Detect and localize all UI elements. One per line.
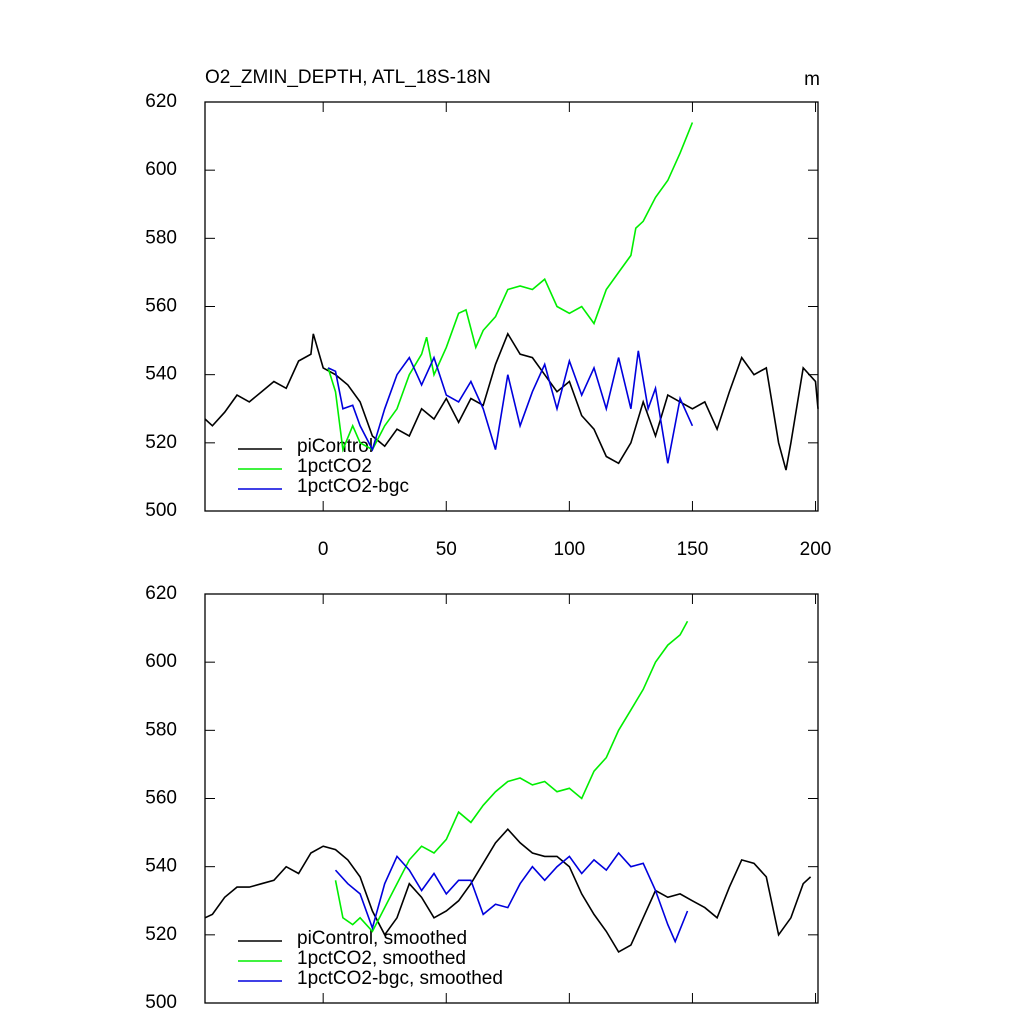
data-line <box>327 350 694 464</box>
y-tick-label: 540 <box>145 856 177 877</box>
data-line <box>334 620 689 933</box>
y-tick-label: 540 <box>145 364 177 385</box>
x-tick-label: 50 <box>436 539 457 560</box>
legend-label: 1pctCO2, smoothed <box>297 948 466 969</box>
y-tick-label: 560 <box>145 296 177 317</box>
y-tick-label: 560 <box>145 788 177 809</box>
y-tick-label: 500 <box>145 500 177 521</box>
y-tick-label: 600 <box>145 159 177 180</box>
y-tick-label: 620 <box>145 583 177 604</box>
x-tick-label: 200 <box>800 539 832 560</box>
data-line <box>204 332 819 471</box>
units-label: m <box>804 69 820 90</box>
legend-label: 1pctCO2-bgc, smoothed <box>297 968 503 989</box>
x-tick-label: 100 <box>554 539 586 560</box>
x-tick-label: 150 <box>677 539 709 560</box>
data-line <box>327 122 694 453</box>
legend-label: 1pctCO2-bgc <box>297 476 409 497</box>
x-tick-label: 0 <box>318 539 329 560</box>
legend-label: piControl <box>297 436 373 457</box>
y-tick-label: 520 <box>145 924 177 945</box>
data-line <box>334 851 689 944</box>
y-tick-label: 620 <box>145 91 177 112</box>
y-tick-label: 580 <box>145 719 177 740</box>
y-tick-label: 500 <box>145 992 177 1013</box>
data-line <box>204 828 812 953</box>
chart-title: O2_ZMIN_DEPTH, ATL_18S-18N <box>205 67 491 88</box>
legend-label: piControl, smoothed <box>297 928 467 949</box>
y-tick-label: 520 <box>145 432 177 453</box>
legend-label: 1pctCO2 <box>297 456 372 477</box>
y-tick-label: 580 <box>145 227 177 248</box>
y-tick-label: 600 <box>145 651 177 672</box>
